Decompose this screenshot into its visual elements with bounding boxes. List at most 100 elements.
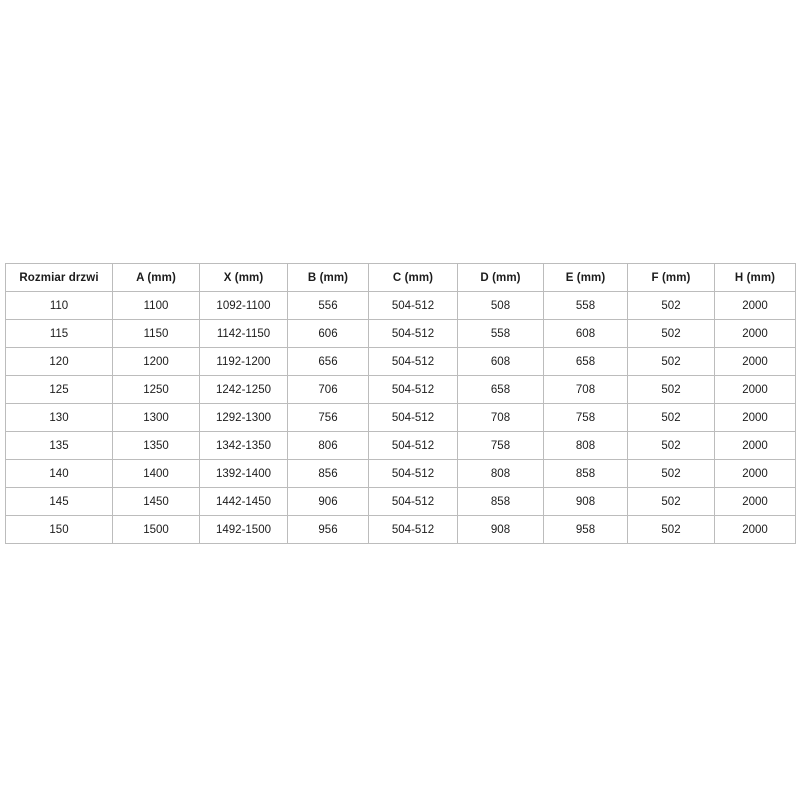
table-cell: 806: [287, 431, 369, 460]
table-cell: 1142-1150: [199, 319, 288, 348]
table-cell: 504-512: [368, 515, 458, 544]
table-cell: 130: [5, 403, 113, 432]
table-cell: 504-512: [368, 291, 458, 320]
column-header-2: X (mm): [199, 263, 288, 292]
specification-table-container: Rozmiar drzwi A (mm) X (mm) B (mm) C (mm) D (…: [5, 263, 796, 544]
table-cell: 656: [287, 347, 369, 376]
table-cell: 858: [543, 459, 628, 488]
table-cell: 504-512: [368, 375, 458, 404]
table-cell: 808: [543, 431, 628, 460]
column-header-7: F (mm): [627, 263, 715, 292]
column-header-8: H (mm): [714, 263, 796, 292]
table-cell: 958: [543, 515, 628, 544]
table-cell: 2000: [714, 291, 796, 320]
table-cell: 956: [287, 515, 369, 544]
table-cell: 2000: [714, 431, 796, 460]
table-cell: 1242-1250: [199, 375, 288, 404]
table-row: 135 1350 1342-1350 806 504-512 758 808 502 2000: [5, 431, 796, 460]
table-header: Rozmiar drzwi A (mm) X (mm) B (mm) C (mm) D (…: [5, 263, 796, 292]
table-cell: 120: [5, 347, 113, 376]
table-cell: 504-512: [368, 347, 458, 376]
table-cell: 1100: [112, 291, 200, 320]
table-cell: 502: [627, 347, 715, 376]
table-cell: 756: [287, 403, 369, 432]
column-header-3: B (mm): [287, 263, 369, 292]
table-cell: 858: [457, 487, 544, 516]
table-row: 120 1200 1192-1200 656 504-512 608 658 502 2000: [5, 347, 796, 376]
table-cell: 1350: [112, 431, 200, 460]
table-cell: 1292-1300: [199, 403, 288, 432]
table-cell: 558: [457, 319, 544, 348]
table-cell: 1500: [112, 515, 200, 544]
table-cell: 758: [543, 403, 628, 432]
table-cell: 1200: [112, 347, 200, 376]
table-cell: 502: [627, 487, 715, 516]
table-cell: 1392-1400: [199, 459, 288, 488]
table-cell: 1442-1450: [199, 487, 288, 516]
table-cell: 2000: [714, 487, 796, 516]
table-cell: 608: [543, 319, 628, 348]
table-cell: 908: [543, 487, 628, 516]
table-cell: 758: [457, 431, 544, 460]
table-cell: 1400: [112, 459, 200, 488]
table-row: 145 1450 1442-1450 906 504-512 858 908 502 2000: [5, 487, 796, 516]
table-cell: 2000: [714, 319, 796, 348]
table-cell: 2000: [714, 459, 796, 488]
table-cell: 556: [287, 291, 369, 320]
table-cell: 504-512: [368, 319, 458, 348]
table-cell: 608: [457, 347, 544, 376]
table-cell: 150: [5, 515, 113, 544]
table-cell: 504-512: [368, 403, 458, 432]
table-cell: 658: [457, 375, 544, 404]
table-cell: 708: [543, 375, 628, 404]
table-cell: 125: [5, 375, 113, 404]
table-cell: 504-512: [368, 487, 458, 516]
table-cell: 906: [287, 487, 369, 516]
table-cell: 2000: [714, 375, 796, 404]
table-cell: 502: [627, 291, 715, 320]
table-cell: 115: [5, 319, 113, 348]
column-header-1: A (mm): [112, 263, 200, 292]
column-header-4: C (mm): [368, 263, 458, 292]
table-cell: 502: [627, 459, 715, 488]
table-cell: 502: [627, 319, 715, 348]
table-cell: 1150: [112, 319, 200, 348]
table-cell: 1092-1100: [199, 291, 288, 320]
table-cell: 508: [457, 291, 544, 320]
table-cell: 706: [287, 375, 369, 404]
table-row: 130 1300 1292-1300 756 504-512 708 758 502 2000: [5, 403, 796, 432]
table-cell: 145: [5, 487, 113, 516]
specification-table: Rozmiar drzwi A (mm) X (mm) B (mm) C (mm) D (…: [5, 263, 796, 544]
table-cell: 135: [5, 431, 113, 460]
table-cell: 502: [627, 403, 715, 432]
table-cell: 2000: [714, 347, 796, 376]
table-cell: 908: [457, 515, 544, 544]
table-cell: 2000: [714, 403, 796, 432]
table-cell: 856: [287, 459, 369, 488]
table-cell: 1250: [112, 375, 200, 404]
table-cell: 1492-1500: [199, 515, 288, 544]
table-cell: 504-512: [368, 431, 458, 460]
table-row: 125 1250 1242-1250 706 504-512 658 708 502 2000: [5, 375, 796, 404]
column-header-0: Rozmiar drzwi: [5, 263, 113, 292]
table-cell: 658: [543, 347, 628, 376]
column-header-5: D (mm): [457, 263, 544, 292]
table-header-row: Rozmiar drzwi A (mm) X (mm) B (mm) C (mm) D (…: [5, 263, 796, 292]
table-row: 115 1150 1142-1150 606 504-512 558 608 502 2000: [5, 319, 796, 348]
table-cell: 502: [627, 515, 715, 544]
table-cell: 110: [5, 291, 113, 320]
table-cell: 1300: [112, 403, 200, 432]
table-cell: 1342-1350: [199, 431, 288, 460]
table-cell: 1450: [112, 487, 200, 516]
column-header-6: E (mm): [543, 263, 628, 292]
table-cell: 140: [5, 459, 113, 488]
table-cell: 502: [627, 431, 715, 460]
table-row: 110 1100 1092-1100 556 504-512 508 558 502 2000: [5, 291, 796, 320]
table-cell: 606: [287, 319, 369, 348]
table-body: 110 1100 1092-1100 556 504-512 508 558 502 2000 1…: [5, 291, 796, 544]
table-row: 150 1500 1492-1500 956 504-512 908 958 502 2000: [5, 515, 796, 544]
table-cell: 2000: [714, 515, 796, 544]
table-cell: 1192-1200: [199, 347, 288, 376]
table-cell: 502: [627, 375, 715, 404]
